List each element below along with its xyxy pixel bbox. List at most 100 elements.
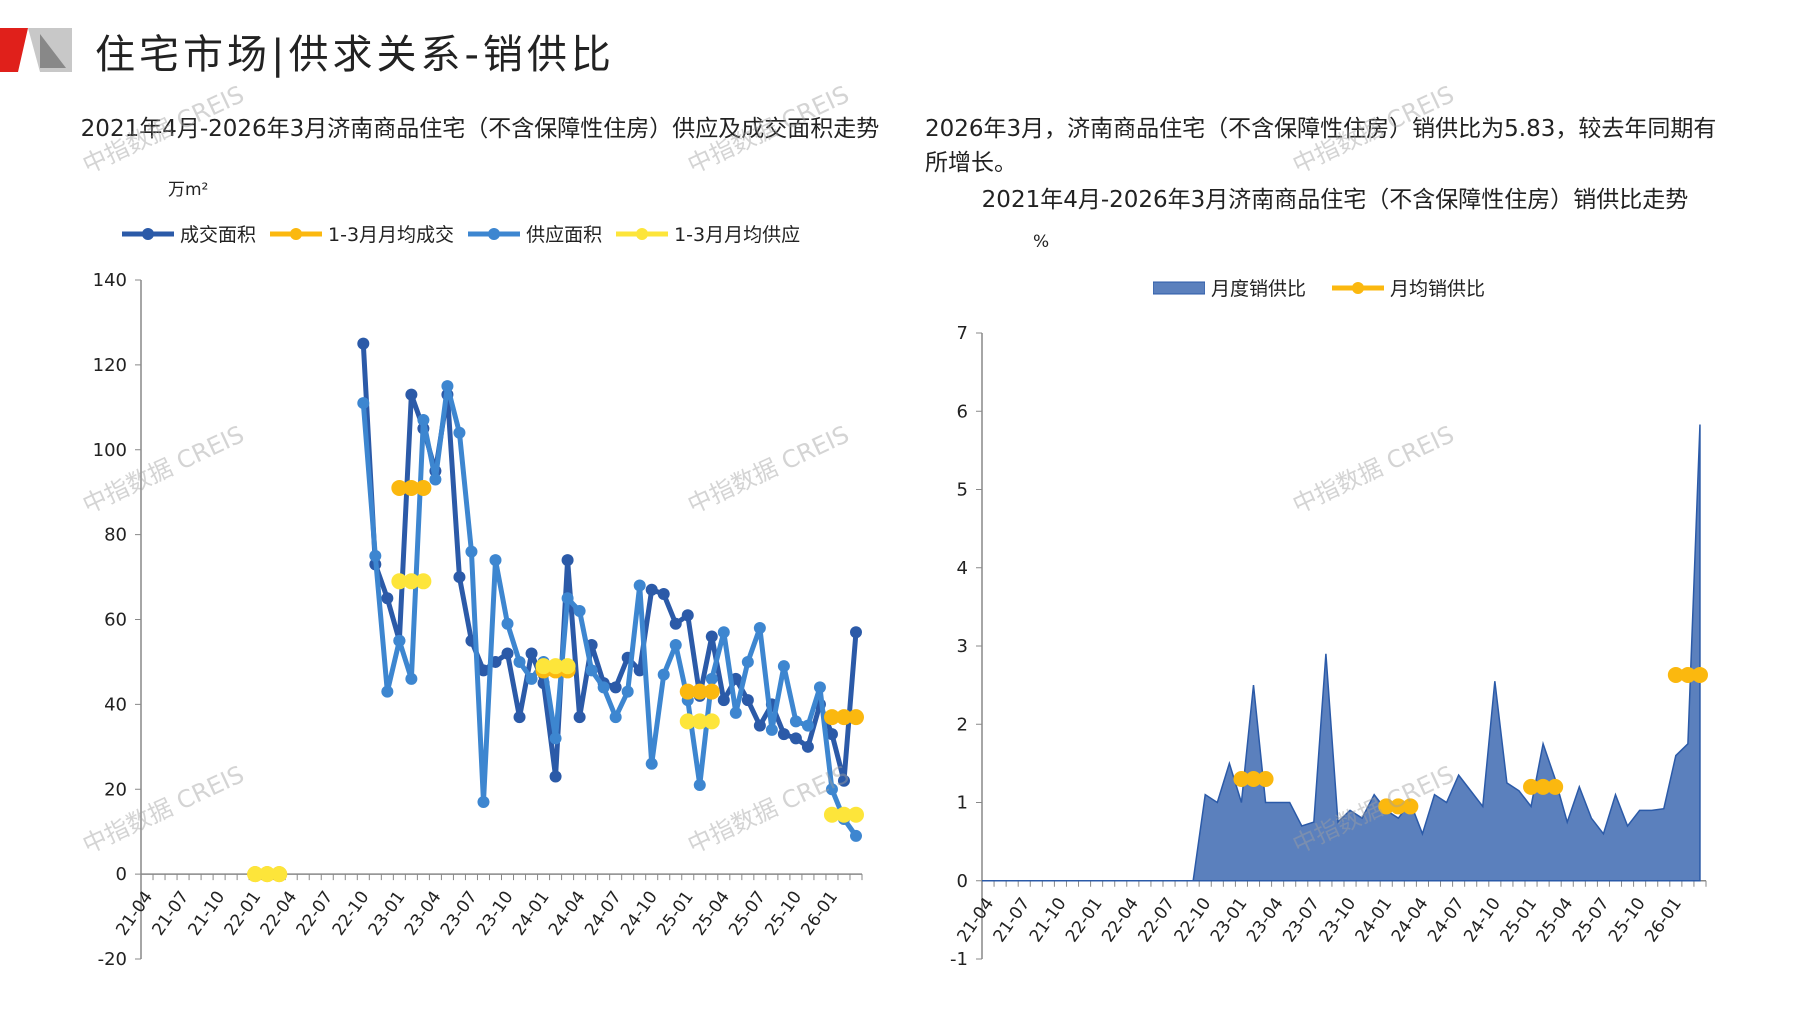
avg-point: [691, 713, 708, 730]
x-tick-label: 23-10: [473, 888, 518, 940]
avg-point: [1257, 771, 1274, 788]
data-point: [465, 545, 478, 558]
x-tick-label: 22-07: [293, 888, 338, 940]
data-point: [525, 672, 538, 685]
series-line-1: [360, 383, 859, 838]
data-point: [561, 554, 574, 567]
x-tick-label: 24-04: [1388, 894, 1433, 946]
data-point: [837, 774, 850, 787]
y-tick-label: 5: [957, 480, 968, 501]
data-point: [561, 592, 574, 605]
avg-point: [559, 658, 576, 675]
right-chart-title: 2021年4月-2026年3月济南商品住宅（不含保障性住房）销供比走势: [981, 187, 1689, 213]
y-tick-label: 20: [104, 779, 127, 800]
y-tick-label: 40: [104, 694, 127, 715]
x-tick-label: 25-01: [1496, 894, 1541, 946]
avg-point: [703, 713, 720, 730]
avg-point: [847, 709, 864, 726]
avg-point: [391, 573, 408, 590]
data-point: [381, 592, 394, 605]
x-tick-label: 25-01: [653, 888, 698, 940]
right-y-unit: %: [1033, 232, 1050, 252]
y-tick-label: 140: [93, 270, 127, 291]
logo-mark: [0, 28, 72, 72]
x-tick-label: 21-07: [148, 888, 193, 940]
x-tick-label: 22-10: [1171, 894, 1216, 946]
data-point: [717, 626, 730, 639]
avg-point: [403, 573, 420, 590]
avg-point: [535, 658, 552, 675]
data-point: [705, 630, 718, 643]
x-tick-label: 22-04: [257, 888, 302, 940]
x-tick-label: 21-10: [184, 888, 229, 940]
legend-sales: 成交面积: [122, 220, 256, 247]
x-tick-label: 22-04: [1098, 894, 1143, 946]
avg-point: [1679, 666, 1696, 683]
x-tick-label: 21-04: [953, 894, 998, 946]
data-point: [657, 588, 670, 601]
y-tick-label: 7: [957, 323, 968, 344]
avg-point: [835, 709, 852, 726]
data-point: [645, 757, 658, 770]
y-tick-label: 100: [93, 440, 127, 461]
x-tick-label: 22-01: [1062, 894, 1107, 946]
data-point: [573, 605, 586, 618]
data-point: [525, 647, 538, 660]
x-tick-label: 23-01: [365, 888, 410, 940]
data-point: [405, 672, 418, 685]
data-point: [453, 426, 466, 439]
avg-point: [1390, 798, 1407, 815]
avg-point: [679, 683, 696, 700]
data-point: [369, 549, 382, 562]
data-point: [393, 634, 406, 647]
legend-ratio: 月度销供比: [1153, 274, 1306, 301]
data-point: [669, 638, 682, 651]
avg-point: [403, 479, 420, 496]
data-point: [597, 681, 610, 694]
data-point: [633, 579, 646, 592]
avg-point: [415, 573, 432, 590]
y-tick-label: 3: [957, 636, 968, 657]
y-tick-label: 2: [957, 714, 968, 735]
legend-ratio-avg: 月均销供比: [1332, 274, 1485, 301]
y-tick-label: -1: [950, 949, 968, 970]
x-tick-label: 21-04: [112, 888, 157, 940]
x-tick-label: 26-01: [797, 888, 842, 940]
ratio-area: [982, 424, 1701, 882]
y-tick-label: 120: [93, 355, 127, 376]
avg-point: [271, 866, 288, 883]
data-point: [777, 660, 790, 673]
x-tick-label: 23-04: [1243, 894, 1288, 946]
data-point: [489, 554, 502, 567]
avg-point: [1245, 771, 1262, 788]
x-tick-label: 25-07: [725, 888, 770, 940]
x-tick-label: 25-10: [761, 888, 806, 940]
data-point: [501, 617, 514, 630]
avg-point: [547, 658, 564, 675]
data-point: [789, 732, 802, 745]
y-tick-label: 4: [957, 558, 968, 579]
x-tick-label: 23-07: [437, 888, 482, 940]
data-point: [549, 770, 562, 783]
x-tick-label: 23-01: [1207, 894, 1252, 946]
avg-point: [247, 866, 264, 883]
y-tick-label: 1: [957, 793, 968, 814]
avg-point: [1691, 666, 1708, 683]
legend-supply-avg: 1-3月月均供应: [616, 220, 800, 247]
y-tick-label: 0: [957, 871, 968, 892]
data-point: [753, 719, 766, 732]
data-point: [849, 829, 862, 842]
data-point: [717, 694, 730, 707]
avg-point: [415, 479, 432, 496]
data-point: [441, 380, 454, 393]
x-tick-label: 23-04: [401, 888, 446, 940]
x-tick-label: 26-01: [1641, 894, 1686, 946]
y-tick-label: -20: [98, 949, 127, 970]
data-point: [681, 609, 694, 622]
x-tick-label: 22-10: [329, 888, 374, 940]
avg-point: [259, 866, 276, 883]
avg-point: [691, 683, 708, 700]
x-tick-label: 21-10: [1026, 894, 1071, 946]
data-point: [477, 795, 490, 808]
data-point: [729, 706, 742, 719]
